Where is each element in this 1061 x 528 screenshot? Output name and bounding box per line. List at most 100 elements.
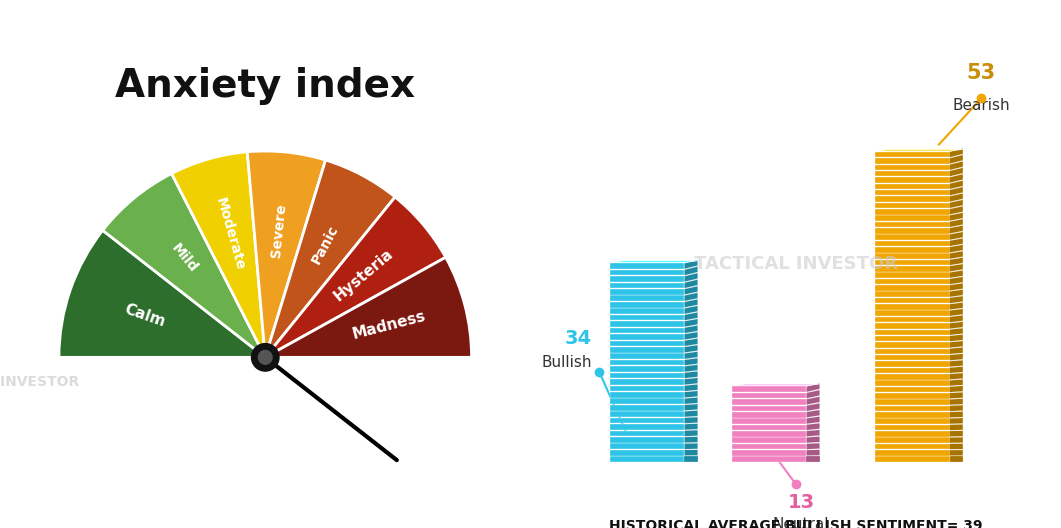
- Text: Mild: Mild: [168, 241, 199, 276]
- Polygon shape: [950, 258, 963, 265]
- Polygon shape: [610, 418, 684, 423]
- Polygon shape: [684, 319, 698, 327]
- Polygon shape: [950, 444, 963, 449]
- Polygon shape: [875, 152, 950, 157]
- Circle shape: [251, 344, 279, 371]
- Polygon shape: [610, 282, 684, 288]
- Wedge shape: [265, 160, 395, 357]
- Polygon shape: [950, 425, 963, 430]
- Polygon shape: [875, 158, 950, 164]
- Polygon shape: [950, 437, 963, 443]
- Polygon shape: [610, 276, 684, 282]
- Polygon shape: [684, 391, 698, 398]
- Polygon shape: [732, 384, 820, 386]
- Polygon shape: [732, 456, 806, 462]
- Polygon shape: [950, 399, 963, 405]
- Polygon shape: [875, 412, 950, 418]
- Polygon shape: [684, 358, 698, 365]
- Polygon shape: [875, 304, 950, 310]
- Polygon shape: [610, 289, 684, 295]
- Polygon shape: [610, 379, 684, 385]
- Polygon shape: [684, 293, 698, 301]
- Polygon shape: [684, 371, 698, 379]
- Polygon shape: [875, 260, 950, 265]
- Wedge shape: [265, 257, 471, 357]
- Polygon shape: [950, 341, 963, 348]
- Polygon shape: [806, 443, 820, 449]
- Polygon shape: [950, 309, 963, 316]
- Polygon shape: [732, 450, 806, 456]
- Polygon shape: [950, 277, 963, 284]
- Polygon shape: [950, 187, 963, 195]
- Polygon shape: [875, 425, 950, 430]
- Polygon shape: [806, 403, 820, 411]
- Polygon shape: [875, 406, 950, 411]
- Polygon shape: [950, 193, 963, 202]
- Polygon shape: [950, 373, 963, 380]
- Polygon shape: [875, 444, 950, 449]
- Text: Panic: Panic: [309, 222, 342, 266]
- Polygon shape: [610, 444, 684, 449]
- Polygon shape: [732, 431, 806, 437]
- Polygon shape: [950, 251, 963, 259]
- Polygon shape: [732, 425, 806, 430]
- Polygon shape: [684, 417, 698, 423]
- Polygon shape: [875, 241, 950, 246]
- Polygon shape: [610, 341, 684, 346]
- Text: Madness: Madness: [350, 308, 428, 342]
- Polygon shape: [950, 347, 963, 354]
- Polygon shape: [732, 412, 806, 418]
- Polygon shape: [875, 355, 950, 361]
- Polygon shape: [610, 399, 684, 404]
- Polygon shape: [950, 161, 963, 170]
- Polygon shape: [875, 279, 950, 284]
- Polygon shape: [684, 338, 698, 346]
- Polygon shape: [875, 285, 950, 291]
- Polygon shape: [875, 272, 950, 278]
- Polygon shape: [806, 450, 820, 456]
- Polygon shape: [610, 270, 684, 276]
- Polygon shape: [950, 155, 963, 164]
- Polygon shape: [684, 423, 698, 430]
- Polygon shape: [875, 393, 950, 399]
- Polygon shape: [875, 298, 950, 304]
- Polygon shape: [684, 299, 698, 308]
- Polygon shape: [875, 323, 950, 329]
- Polygon shape: [684, 325, 698, 333]
- Polygon shape: [950, 405, 963, 411]
- Polygon shape: [610, 353, 684, 359]
- Polygon shape: [684, 365, 698, 372]
- Text: HISTORICAL AVERAGE BULLISH SENTIMENT= 39: HISTORICAL AVERAGE BULLISH SENTIMENT= 39: [609, 519, 982, 528]
- Polygon shape: [806, 417, 820, 424]
- Polygon shape: [610, 450, 684, 456]
- Polygon shape: [950, 303, 963, 310]
- Polygon shape: [610, 334, 684, 340]
- Polygon shape: [610, 392, 684, 398]
- Polygon shape: [950, 200, 963, 208]
- Polygon shape: [806, 397, 820, 405]
- Text: 13: 13: [787, 493, 815, 512]
- Polygon shape: [950, 418, 963, 424]
- Text: TACTICAL INVESTOR: TACTICAL INVESTOR: [694, 255, 898, 273]
- Polygon shape: [732, 418, 806, 424]
- Polygon shape: [950, 366, 963, 373]
- Polygon shape: [806, 456, 820, 462]
- Polygon shape: [950, 219, 963, 227]
- Polygon shape: [684, 273, 698, 282]
- Text: TACTICAL INVESTOR: TACTICAL INVESTOR: [0, 375, 80, 389]
- Polygon shape: [806, 423, 820, 430]
- Polygon shape: [875, 386, 950, 392]
- Polygon shape: [875, 342, 950, 348]
- Polygon shape: [950, 270, 963, 278]
- Polygon shape: [950, 289, 963, 297]
- Polygon shape: [806, 430, 820, 437]
- Polygon shape: [806, 390, 820, 399]
- Polygon shape: [950, 386, 963, 392]
- Polygon shape: [875, 317, 950, 323]
- Polygon shape: [950, 213, 963, 221]
- Polygon shape: [732, 444, 806, 449]
- Polygon shape: [684, 260, 698, 269]
- Polygon shape: [875, 450, 950, 456]
- Polygon shape: [610, 261, 698, 262]
- Polygon shape: [950, 264, 963, 271]
